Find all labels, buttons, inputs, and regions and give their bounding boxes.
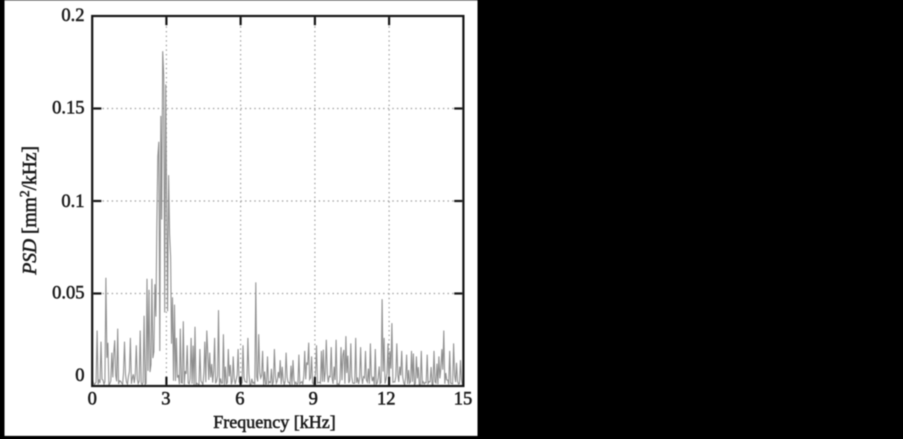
svg-text:0.15: 0.15 [52,99,84,119]
svg-text:12: 12 [377,390,396,410]
svg-text:0.1: 0.1 [61,192,84,212]
svg-text:PSD [mm2/kHz]: PSD [mm2/kHz] [17,146,41,276]
svg-text:Frequency [kHz]: Frequency [kHz] [213,412,335,432]
svg-text:0.05: 0.05 [52,284,84,304]
svg-text:0.2: 0.2 [61,6,84,26]
svg-text:6: 6 [235,390,244,410]
svg-text:0: 0 [88,390,97,410]
svg-text:3: 3 [161,390,170,410]
svg-text:15: 15 [454,390,473,410]
svg-text:0: 0 [75,366,84,386]
svg-text:9: 9 [309,390,318,410]
